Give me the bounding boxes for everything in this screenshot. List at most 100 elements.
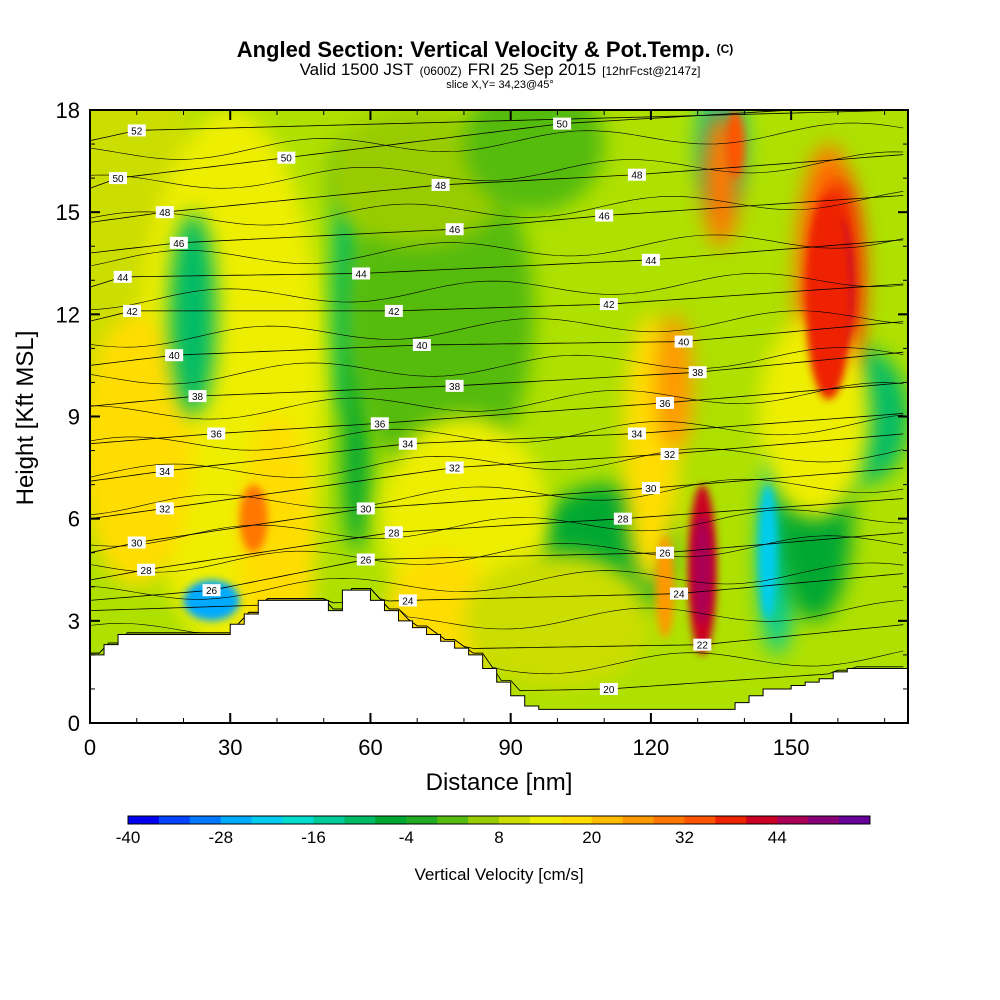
isentrope-line	[90, 562, 904, 600]
colorbar-swatch	[715, 816, 747, 824]
colorbar: -40 -28 -16 -4 8 20 32 44	[116, 815, 871, 847]
colorbar-swatch	[684, 816, 716, 824]
contour-label-box	[553, 117, 572, 130]
contour-label-box	[137, 563, 156, 576]
contour-label-box	[398, 437, 417, 450]
contour-label: 46	[173, 239, 185, 250]
y-tick-label: 3	[68, 609, 80, 634]
isentrope-line	[90, 588, 904, 634]
contour-label: 52	[131, 126, 143, 137]
colorbar-swatch	[189, 816, 222, 824]
colorbar-swatch	[437, 816, 469, 824]
contour-label: 46	[599, 212, 611, 223]
colorbar-swatch	[344, 816, 376, 824]
contour-label-box	[660, 447, 679, 460]
isentrope-line	[90, 478, 904, 516]
colorbar-swatch	[777, 816, 809, 824]
terrain	[90, 589, 908, 723]
isentrope-line	[90, 310, 904, 348]
colorbar-swatch	[746, 816, 778, 824]
velocity-core	[655, 535, 675, 638]
contour-label: 48	[159, 208, 171, 219]
contour-label: 24	[402, 596, 414, 607]
colorbar-tick-label: 8	[494, 828, 503, 847]
contour-label: 36	[211, 430, 223, 441]
colorbar-swatch	[220, 816, 253, 824]
contour-label: 48	[631, 171, 643, 182]
contour-label: 34	[631, 430, 643, 441]
colorbar-swatch	[282, 816, 314, 824]
isentrope-line	[90, 448, 904, 478]
contour-label: 34	[402, 440, 414, 451]
contour-label: 50	[112, 174, 124, 185]
isentrope-line	[90, 535, 904, 573]
y-tick-label: 6	[68, 507, 80, 532]
contour-label: 32	[449, 464, 461, 475]
x-tick-label: 90	[498, 735, 522, 760]
isentrope-line	[90, 413, 904, 482]
contour-label-box	[688, 366, 707, 379]
contour-label: 38	[192, 392, 204, 403]
velocity-patch	[655, 314, 693, 451]
contour-label-box	[669, 587, 688, 600]
isentropes	[90, 110, 904, 692]
contour-label: 50	[557, 120, 569, 131]
colorbar-swatch	[808, 816, 840, 824]
isentrope-line	[90, 433, 904, 520]
colorbar-swatch	[839, 816, 871, 824]
contour-label-box	[155, 464, 174, 477]
chart-subtitle: Valid 1500 JST (0600Z) FRI 25 Sep 2015 [12h…	[300, 60, 701, 79]
contour-label-box	[655, 546, 674, 559]
velocity-patch	[169, 212, 217, 417]
isentrope-line	[90, 498, 904, 581]
contour-labels: 52 50 50 50 48 48 48 46 46 46 44 44 44 42 42 42 40 40 40 38…	[109, 117, 712, 696]
contour-label-box	[356, 502, 375, 515]
y-tick-label: 9	[68, 405, 80, 430]
contour-label-box	[165, 349, 184, 362]
x-axis: 0 30 60 90 120 150	[84, 110, 886, 760]
y-tick-label: 12	[56, 302, 80, 327]
isentrope-line	[90, 154, 904, 223]
velocity-patch	[90, 314, 193, 587]
colorbar-swatch	[158, 816, 191, 824]
colorbar-swatch	[591, 816, 624, 824]
contour-label: 36	[659, 399, 671, 410]
contour-label-box	[599, 682, 618, 695]
isentrope-line	[90, 414, 904, 451]
contour-label: 34	[159, 467, 171, 478]
contour-label: 26	[659, 549, 671, 560]
contour-label: 24	[673, 590, 685, 601]
colorbar-swatch	[375, 816, 407, 824]
contour-label: 38	[692, 368, 704, 379]
contour-label-box	[613, 512, 632, 525]
contour-label-box	[431, 178, 450, 191]
contour-label: 40	[169, 351, 181, 362]
colorbar-tick-label: -16	[301, 828, 326, 847]
contour-label-box	[641, 482, 660, 495]
isentrope-line	[90, 122, 904, 160]
isentrope-line	[90, 191, 904, 226]
contour-label-box	[595, 209, 614, 222]
contour-label: 30	[131, 539, 143, 550]
isentrope-line	[90, 273, 904, 310]
contour-label-box	[356, 553, 375, 566]
contour-label: 48	[435, 181, 447, 192]
contour-label: 26	[206, 586, 218, 597]
contour-label: 28	[141, 566, 153, 577]
contour-label-box	[674, 335, 693, 348]
colorbar-tick-label: 44	[768, 828, 787, 847]
x-tick-label: 30	[218, 735, 242, 760]
velocity-core	[692, 515, 712, 625]
isentrope-line	[90, 283, 904, 322]
colorbar-swatch	[468, 816, 500, 824]
contour-label-box	[627, 427, 646, 440]
colorbar-swatch	[653, 816, 685, 824]
contour-label-box	[127, 124, 146, 137]
isentrope-line	[90, 195, 904, 254]
contour-label-box	[127, 536, 146, 549]
contour-label-box	[155, 206, 174, 219]
contour-label-box	[384, 526, 403, 539]
colorbar-swatch	[560, 816, 593, 824]
